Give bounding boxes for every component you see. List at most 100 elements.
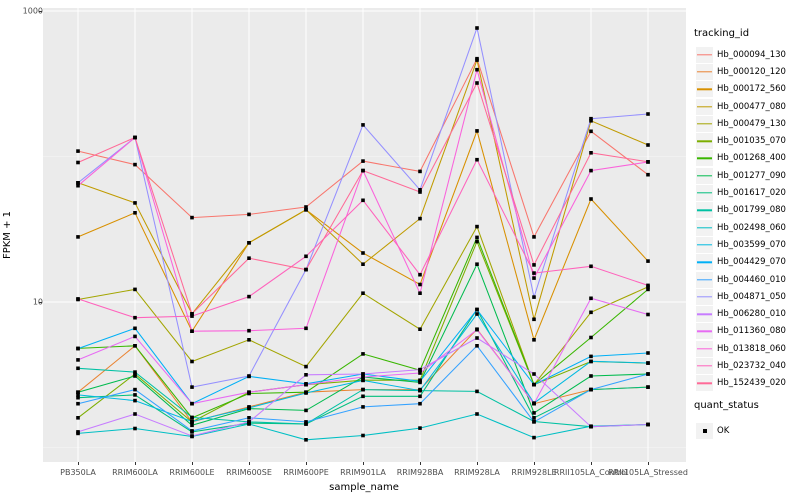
legend-key-line-icon	[696, 202, 713, 219]
data-point	[190, 329, 194, 333]
data-point	[589, 354, 593, 359]
data-point	[532, 338, 536, 342]
data-point	[133, 426, 137, 431]
data-point	[247, 420, 251, 424]
data-point	[532, 401, 536, 406]
data-point	[589, 296, 593, 301]
data-point	[418, 169, 422, 174]
data-point	[76, 181, 80, 185]
legend-key-line-icon	[696, 219, 713, 236]
legend-item-Hb_006280_010: Hb_006280_010	[696, 306, 786, 323]
legend-item-Hb_003599_070: Hb_003599_070	[696, 236, 786, 253]
data-point	[361, 352, 365, 356]
data-point	[361, 405, 365, 409]
data-point	[76, 149, 80, 153]
x-tick-label-RRIM928LA: RRIM928LA	[454, 468, 500, 477]
legend-item-Hb_152439_020: Hb_152439_020	[696, 375, 786, 392]
legend-item-label: Hb_011360_080	[717, 326, 786, 337]
x-tick-mark	[249, 462, 250, 465]
x-tick-mark	[477, 462, 478, 465]
data-point	[133, 398, 137, 403]
data-point	[646, 143, 650, 147]
data-point	[304, 205, 308, 209]
legend-item-label: Hb_000477_080	[717, 101, 786, 112]
data-point	[646, 312, 650, 317]
data-point	[76, 393, 80, 397]
legend-key-line-icon	[696, 81, 713, 98]
quant-ok-key-icon	[696, 422, 713, 439]
data-point	[76, 416, 80, 420]
data-point	[418, 282, 422, 287]
data-point	[532, 435, 536, 440]
legend-key-line-icon	[696, 98, 713, 115]
legend-key-line-icon	[696, 340, 713, 357]
data-point	[532, 235, 536, 239]
legend-item-Hb_004429_070: Hb_004429_070	[696, 254, 786, 271]
data-point	[133, 334, 137, 339]
legend-item-label: Hb_000172_560	[717, 84, 786, 95]
data-point	[361, 198, 365, 203]
data-point	[532, 276, 536, 280]
data-point	[475, 81, 479, 85]
data-point	[190, 359, 194, 364]
data-point	[304, 364, 308, 369]
data-point	[418, 379, 422, 384]
panel-background	[43, 8, 686, 462]
data-point	[76, 183, 80, 188]
legend-item-Hb_001799_080: Hb_001799_080	[696, 202, 786, 219]
x-tick-label-RRIM928BA: RRIM928BA	[396, 468, 444, 477]
data-point	[133, 387, 137, 392]
legend-item-label: Hb_013818_060	[717, 343, 786, 354]
data-point	[646, 172, 650, 177]
data-point	[304, 391, 308, 395]
legend-item-Hb_001268_400: Hb_001268_400	[696, 150, 786, 167]
data-point	[475, 262, 479, 266]
data-point	[646, 160, 650, 164]
data-point	[190, 215, 194, 220]
legend-key-line-icon	[696, 288, 713, 305]
legend-key-line-icon	[696, 63, 713, 80]
x-tick-mark	[306, 462, 307, 465]
data-point	[76, 358, 80, 362]
data-point	[475, 235, 479, 240]
legend-item-Hb_000477_080: Hb_000477_080	[696, 98, 786, 115]
x-tick-label-RRIM600LA: RRIM600LA	[112, 468, 158, 477]
data-point	[304, 254, 308, 259]
legend-item-Hb_013818_060: Hb_013818_060	[696, 340, 786, 357]
legend-key-line-icon	[696, 236, 713, 253]
legend-item-label: Hb_001617_020	[717, 188, 786, 199]
legend-key-line-icon	[696, 306, 713, 323]
data-point	[304, 438, 308, 442]
x-tick-label-RRIM600SE: RRIM600SE	[226, 468, 272, 477]
data-point	[361, 251, 365, 255]
legend-key-line-icon	[696, 323, 713, 340]
data-point	[646, 112, 650, 116]
data-point	[361, 168, 365, 173]
data-point	[646, 259, 650, 263]
data-point	[589, 387, 593, 392]
data-point	[589, 335, 593, 340]
quant-ok-label: OK	[717, 425, 730, 436]
data-point	[418, 388, 422, 393]
legend: tracking_id Hb_000094_130 Hb_000120_120 Hb…	[694, 0, 800, 500]
legend-key-line-icon	[696, 133, 713, 150]
data-point	[76, 297, 80, 301]
x-tick-label-RRIM600LE: RRIM600LE	[169, 468, 215, 477]
x-tick-mark	[534, 462, 535, 465]
data-point	[133, 287, 137, 292]
data-point	[76, 430, 80, 434]
data-point	[361, 433, 365, 438]
data-point	[589, 197, 593, 201]
data-point	[532, 411, 536, 415]
data-point	[133, 412, 137, 416]
legend-key-line-icon	[696, 271, 713, 288]
legend-item-Hb_000120_120: Hb_000120_120	[696, 63, 786, 80]
x-tick-label-RRII105LA_Control: RRII105LA_Control	[553, 468, 629, 477]
data-point	[418, 426, 422, 430]
data-point	[361, 123, 365, 127]
x-axis-title: sample_name	[329, 482, 399, 493]
legend-item-label: Hb_000120_120	[717, 66, 786, 77]
data-point	[589, 424, 593, 429]
legend-key-line-icon	[696, 150, 713, 167]
data-point	[247, 256, 251, 260]
